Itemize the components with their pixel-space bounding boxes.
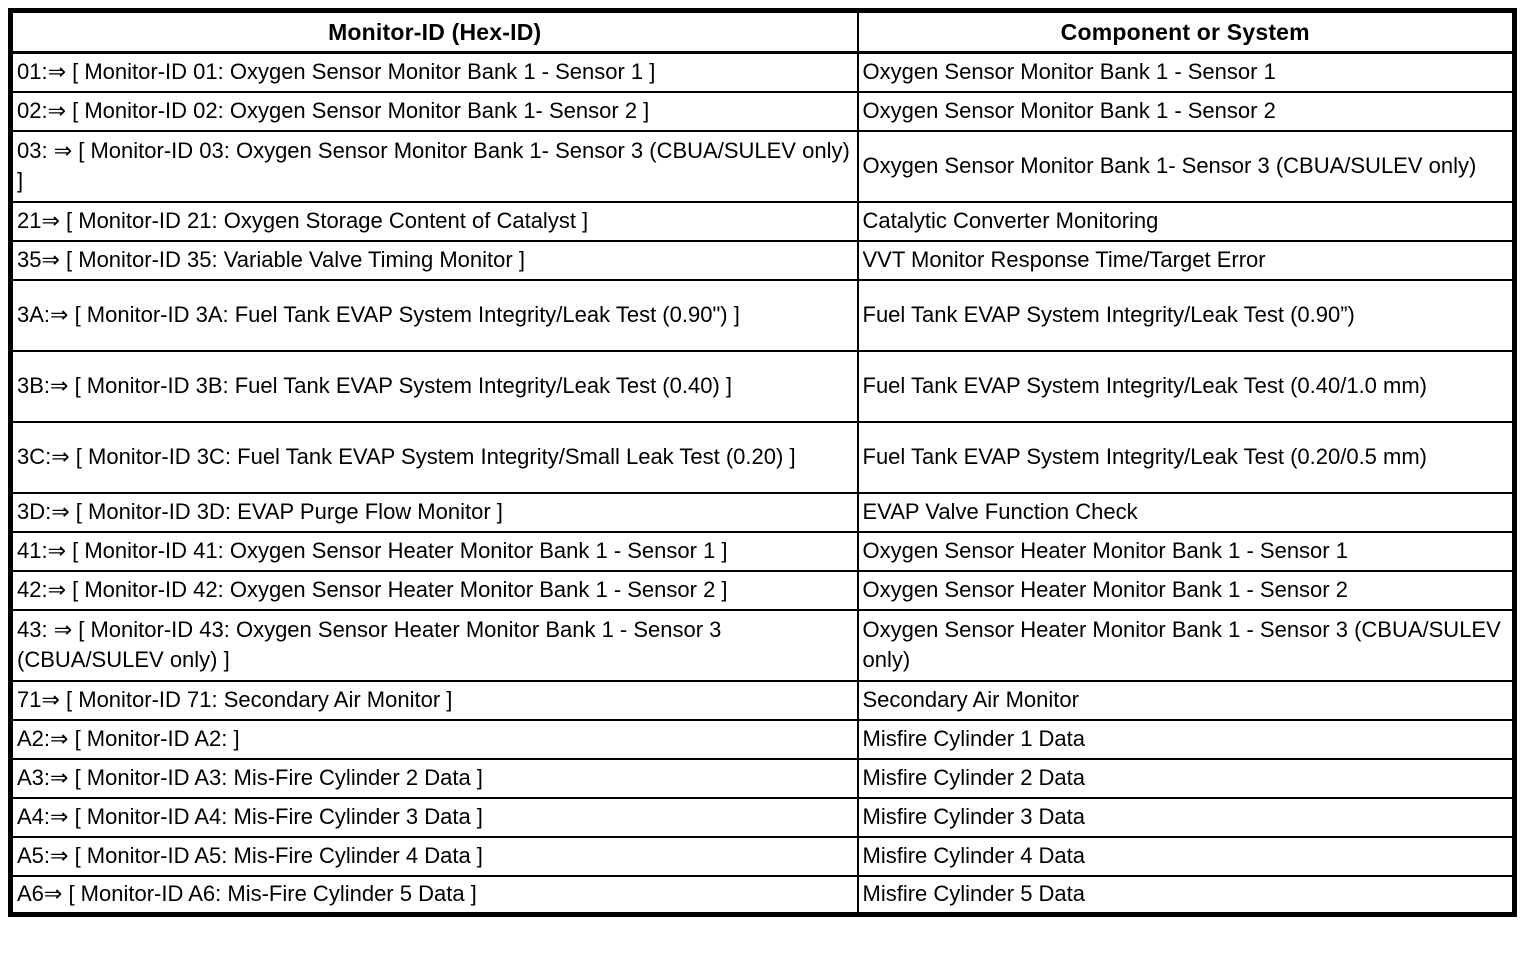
monitor-id-cell: 01:⇒ [ Monitor-ID 01: Oxygen Sensor Moni… (9, 51, 859, 93)
monitor-id-cell: 3C:⇒ [ Monitor-ID 3C: Fuel Tank EVAP Sys… (9, 420, 859, 494)
monitor-id-cell: A5:⇒ [ Monitor-ID A5: Mis-Fire Cylinder … (9, 835, 859, 877)
component-cell: Oxygen Sensor Monitor Bank 1 - Sensor 1 (856, 51, 1516, 93)
monitor-id-cell: 71⇒ [ Monitor-ID 71: Secondary Air Monit… (9, 679, 859, 721)
table-row: 35⇒ [ Monitor-ID 35: Variable Valve Timi… (9, 239, 1516, 281)
monitor-id-table: Monitor-ID (Hex-ID) Component or System … (8, 8, 1517, 917)
table-row: 3A:⇒ [ Monitor-ID 3A: Fuel Tank EVAP Sys… (9, 278, 1516, 352)
component-cell: Secondary Air Monitor (856, 679, 1516, 721)
component-cell: Fuel Tank EVAP System Integrity/Leak Tes… (856, 278, 1516, 352)
monitor-id-cell: 21⇒ [ Monitor-ID 21: Oxygen Storage Cont… (9, 200, 859, 242)
table-row: 3D:⇒ [ Monitor-ID 3D: EVAP Purge Flow Mo… (9, 491, 1516, 533)
component-cell: Misfire Cylinder 1 Data (856, 718, 1516, 760)
monitor-id-cell: 02:⇒ [ Monitor-ID 02: Oxygen Sensor Moni… (9, 90, 859, 132)
component-cell: Oxygen Sensor Heater Monitor Bank 1 - Se… (856, 530, 1516, 572)
table-row: 3C:⇒ [ Monitor-ID 3C: Fuel Tank EVAP Sys… (9, 420, 1516, 494)
monitor-id-cell: A6⇒ [ Monitor-ID A6: Mis-Fire Cylinder 5… (9, 874, 859, 916)
table-row: A6⇒ [ Monitor-ID A6: Mis-Fire Cylinder 5… (9, 874, 1516, 916)
table-row: 21⇒ [ Monitor-ID 21: Oxygen Storage Cont… (9, 200, 1516, 242)
monitor-id-cell: 03: ⇒ [ Monitor-ID 03: Oxygen Sensor Mon… (9, 129, 859, 203)
component-cell: Misfire Cylinder 2 Data (856, 757, 1516, 799)
table-row: A3:⇒ [ Monitor-ID A3: Mis-Fire Cylinder … (9, 757, 1516, 799)
component-cell: VVT Monitor Response Time/Target Error (856, 239, 1516, 281)
monitor-id-cell: 42:⇒ [ Monitor-ID 42: Oxygen Sensor Heat… (9, 569, 859, 611)
component-cell: Misfire Cylinder 3 Data (856, 796, 1516, 838)
monitor-id-cell: 3D:⇒ [ Monitor-ID 3D: EVAP Purge Flow Mo… (9, 491, 859, 533)
table-row: 43: ⇒ [ Monitor-ID 43: Oxygen Sensor Hea… (9, 608, 1516, 682)
table-row: 03: ⇒ [ Monitor-ID 03: Oxygen Sensor Mon… (9, 129, 1516, 203)
table-row: A5:⇒ [ Monitor-ID A5: Mis-Fire Cylinder … (9, 835, 1516, 877)
table-row: 01:⇒ [ Monitor-ID 01: Oxygen Sensor Moni… (9, 51, 1516, 93)
component-cell: Fuel Tank EVAP System Integrity/Leak Tes… (856, 420, 1516, 494)
monitor-id-cell: 41:⇒ [ Monitor-ID 41: Oxygen Sensor Heat… (9, 530, 859, 572)
monitor-id-cell: 43: ⇒ [ Monitor-ID 43: Oxygen Sensor Hea… (9, 608, 859, 682)
component-cell: Misfire Cylinder 5 Data (856, 874, 1516, 916)
component-cell: Misfire Cylinder 4 Data (856, 835, 1516, 877)
table-row: 71⇒ [ Monitor-ID 71: Secondary Air Monit… (9, 679, 1516, 721)
table-row: 3B:⇒ [ Monitor-ID 3B: Fuel Tank EVAP Sys… (9, 349, 1516, 423)
monitor-id-cell: A3:⇒ [ Monitor-ID A3: Mis-Fire Cylinder … (9, 757, 859, 799)
table-row: 02:⇒ [ Monitor-ID 02: Oxygen Sensor Moni… (9, 90, 1516, 132)
table-row: A4:⇒ [ Monitor-ID A4: Mis-Fire Cylinder … (9, 796, 1516, 838)
component-cell: Oxygen Sensor Monitor Bank 1 - Sensor 2 (856, 90, 1516, 132)
monitor-id-cell: A2:⇒ [ Monitor-ID A2: ] (9, 718, 859, 760)
table-row: 41:⇒ [ Monitor-ID 41: Oxygen Sensor Heat… (9, 530, 1516, 572)
monitor-id-cell: 3A:⇒ [ Monitor-ID 3A: Fuel Tank EVAP Sys… (9, 278, 859, 352)
table-header-row: Monitor-ID (Hex-ID) Component or System (9, 9, 1516, 54)
component-cell: EVAP Valve Function Check (856, 491, 1516, 533)
column-header-monitor-id: Monitor-ID (Hex-ID) (9, 9, 859, 54)
monitor-id-cell: 35⇒ [ Monitor-ID 35: Variable Valve Timi… (9, 239, 859, 281)
component-cell: Oxygen Sensor Monitor Bank 1- Sensor 3 (… (856, 129, 1516, 203)
table-row: A2:⇒ [ Monitor-ID A2: ] Misfire Cylinder… (9, 718, 1516, 760)
component-cell: Catalytic Converter Monitoring (856, 200, 1516, 242)
component-cell: Fuel Tank EVAP System Integrity/Leak Tes… (856, 349, 1516, 423)
column-header-component: Component or System (856, 9, 1516, 54)
table-row: 42:⇒ [ Monitor-ID 42: Oxygen Sensor Heat… (9, 569, 1516, 611)
monitor-id-cell: A4:⇒ [ Monitor-ID A4: Mis-Fire Cylinder … (9, 796, 859, 838)
component-cell: Oxygen Sensor Heater Monitor Bank 1 - Se… (856, 569, 1516, 611)
component-cell: Oxygen Sensor Heater Monitor Bank 1 - Se… (856, 608, 1516, 682)
monitor-id-cell: 3B:⇒ [ Monitor-ID 3B: Fuel Tank EVAP Sys… (9, 349, 859, 423)
